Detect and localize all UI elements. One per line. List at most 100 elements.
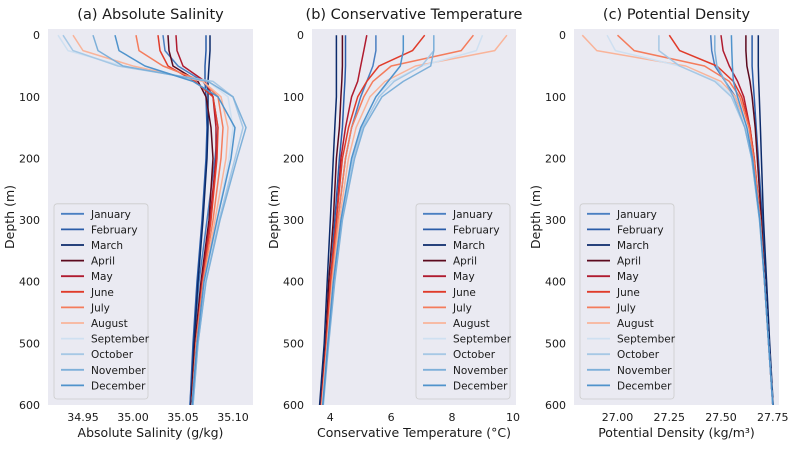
legend-label: December — [617, 380, 672, 392]
x-axis-label: Absolute Salinity (g/kg) — [78, 425, 224, 440]
y-tick-label: 300 — [545, 214, 566, 227]
panel-1: (a) Absolute Salinity 0 100 200 300 400 500 600… — [2, 7, 253, 440]
y-tick-label: 500 — [19, 337, 40, 350]
legend-label: April — [453, 256, 477, 268]
series-line-april — [320, 35, 344, 405]
series-line-july — [135, 35, 224, 405]
legend-label: February — [617, 224, 664, 236]
legend-box — [53, 203, 149, 400]
x-axis-label: Potential Density (kg/m³) — [598, 425, 755, 440]
legend-label: July — [616, 302, 636, 314]
x-tick-label: 27.25 — [654, 411, 686, 424]
legend-label: May — [453, 271, 475, 283]
x-tick-label: 27.00 — [602, 411, 634, 424]
series-line-june — [320, 34, 426, 405]
legend-label: May — [91, 271, 113, 283]
legend-label: March — [453, 240, 485, 252]
legend-label: July — [90, 302, 110, 314]
y-tick-label: 200 — [19, 152, 40, 165]
legend-label: June — [616, 287, 640, 299]
y-tick-label: 200 — [283, 152, 304, 165]
legend-label: January — [452, 209, 493, 221]
legend: January February March April May June July Augu… — [415, 203, 512, 400]
x-tick-label: 8 — [449, 411, 456, 424]
legend-label: January — [616, 209, 657, 221]
y-tick-label: 400 — [19, 276, 40, 289]
series-lines — [581, 34, 774, 405]
panel-title: (a) Absolute Salinity — [77, 7, 224, 23]
legend-label: March — [617, 240, 649, 252]
y-axis-label: Depth (m) — [266, 185, 281, 249]
legend-label: December — [453, 380, 508, 392]
x-tick-label: 27.75 — [757, 411, 789, 424]
legend-label: October — [453, 349, 496, 361]
legend-label: January — [90, 209, 131, 221]
series-lines — [318, 34, 508, 405]
legend-label: November — [453, 365, 508, 377]
series-line-february — [189, 35, 208, 405]
legend-label: December — [91, 380, 146, 392]
legend-label: June — [90, 287, 114, 299]
y-tick-label: 600 — [545, 399, 566, 412]
legend-label: September — [453, 334, 512, 346]
y-tick-label: 600 — [283, 399, 304, 412]
y-tick-label: 600 — [19, 399, 40, 412]
x-tick-label: 10 — [506, 411, 520, 424]
series-line-november — [92, 34, 247, 405]
legend-label: April — [617, 256, 641, 268]
series-line-march — [757, 35, 774, 405]
y-axis-label: Depth (m) — [528, 185, 543, 249]
y-tick-label: 200 — [545, 152, 566, 165]
y-tick-label: 0 — [33, 29, 40, 42]
legend-label: June — [452, 287, 476, 299]
legend-label: February — [453, 224, 500, 236]
x-tick-label: 4 — [327, 411, 334, 424]
series-line-april — [167, 35, 214, 405]
legend-box — [415, 203, 511, 400]
x-tick-label: 35.10 — [217, 411, 249, 424]
series-line-december — [321, 35, 405, 405]
y-tick-label: 100 — [283, 91, 304, 104]
legend-label: March — [91, 240, 123, 252]
y-tick-label: 100 — [545, 91, 566, 104]
panel-title: (b) Conservative Temperature — [306, 7, 523, 23]
series-line-december — [114, 35, 236, 405]
legend-label: April — [91, 256, 115, 268]
legend-label: October — [91, 349, 134, 361]
panel-title: (c) Potential Density — [603, 7, 751, 23]
legend-label: July — [452, 302, 472, 314]
y-axis-label: Depth (m) — [2, 185, 17, 249]
y-tick-label: 100 — [19, 91, 40, 104]
series-lines — [57, 34, 247, 405]
y-tick-label: 300 — [19, 214, 40, 227]
legend-label: May — [617, 271, 639, 283]
legend-label: August — [91, 318, 128, 330]
y-tick-label: 0 — [559, 29, 566, 42]
y-tick-label: 400 — [545, 276, 566, 289]
legend-box — [579, 203, 675, 400]
x-tick-label: 35.00 — [117, 411, 149, 424]
y-tick-label: 400 — [283, 276, 304, 289]
legend-label: September — [91, 334, 150, 346]
legend-label: February — [91, 224, 138, 236]
x-tick-label: 35.05 — [167, 411, 199, 424]
y-tick-label: 500 — [283, 337, 304, 350]
legend-label: August — [453, 318, 490, 330]
legend: January February March April May June July Augu… — [53, 203, 150, 400]
series-line-november — [322, 35, 435, 405]
y-tick-label: 0 — [297, 29, 304, 42]
x-tick-label: 27.50 — [705, 411, 737, 424]
legend-label: October — [617, 349, 660, 361]
x-tick-label: 34.95 — [67, 411, 99, 424]
x-tick-label: 6 — [388, 411, 395, 424]
legend-label: November — [91, 365, 146, 377]
panel-3: (c) Potential Density 0 100 200 300 400 500 600… — [528, 7, 789, 440]
y-tick-label: 300 — [283, 214, 304, 227]
series-line-december — [730, 35, 774, 405]
legend-label: November — [617, 365, 672, 377]
legend-label: August — [617, 318, 654, 330]
y-tick-label: 500 — [545, 337, 566, 350]
legend-label: September — [617, 334, 676, 346]
